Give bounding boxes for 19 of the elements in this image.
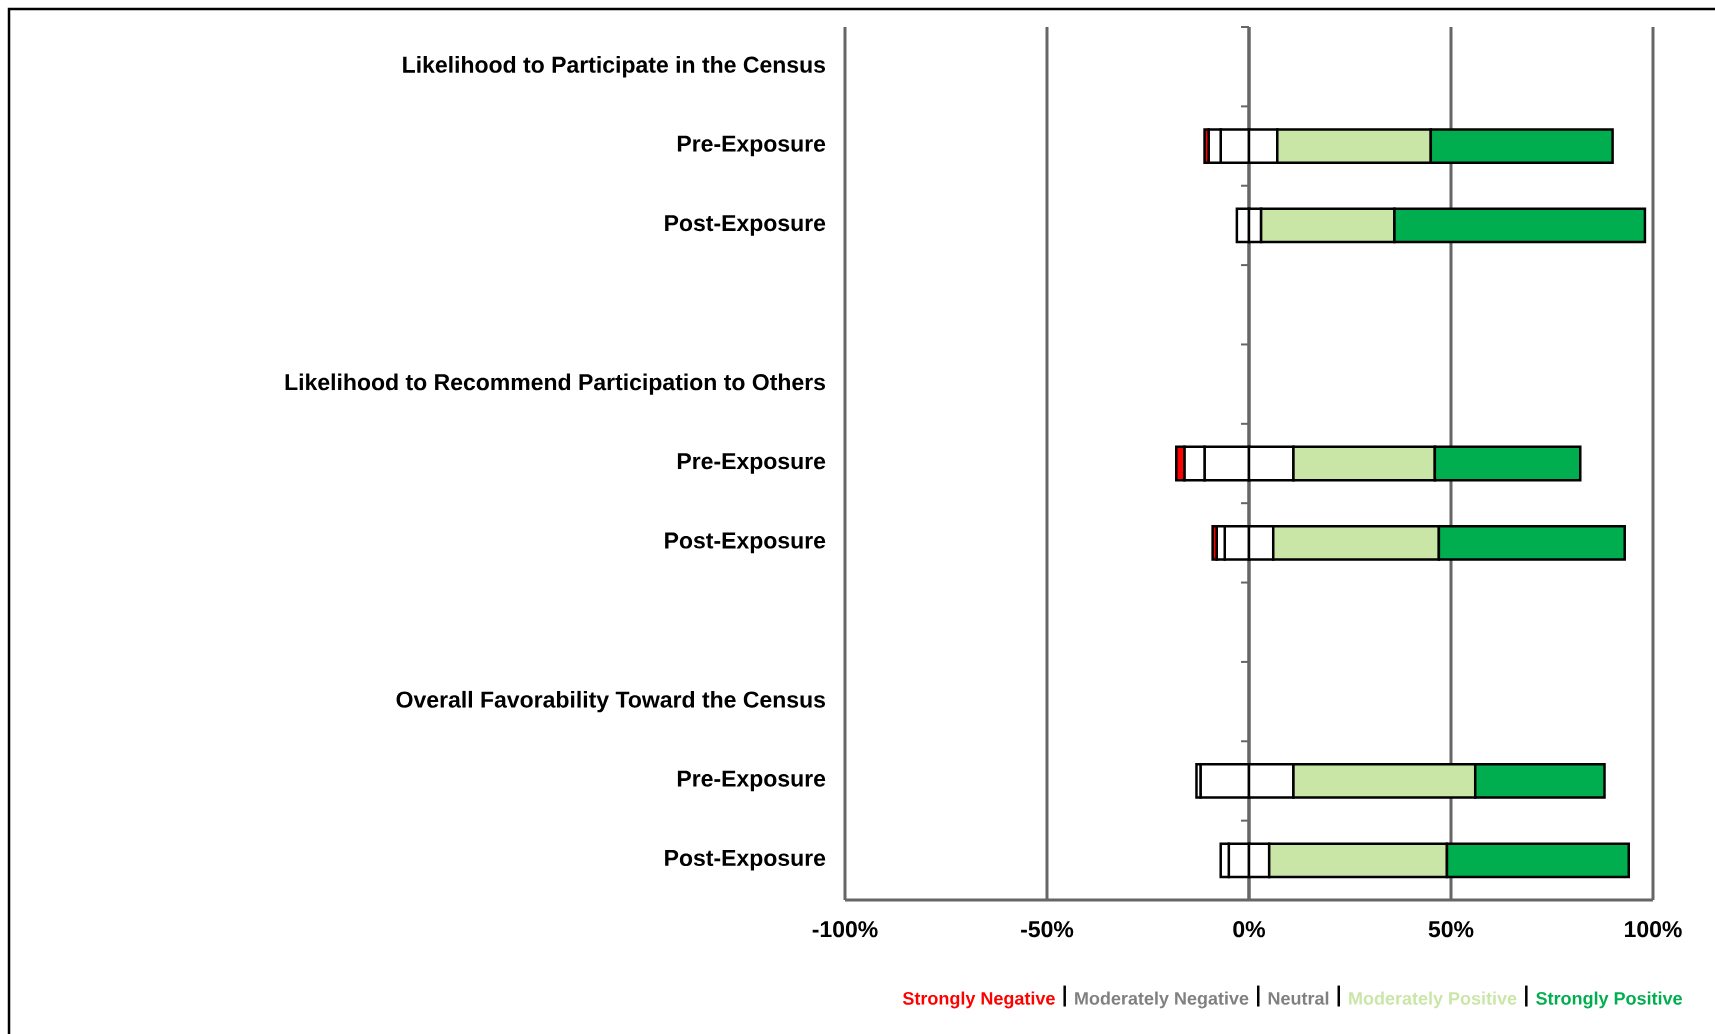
legend-label: Moderately Negative bbox=[1075, 991, 1249, 1009]
y-tick-label: Likelihood to Participate in the Census bbox=[403, 55, 826, 78]
legend-label: Moderately Positive bbox=[1349, 991, 1517, 1009]
y-tick-label: Post-Exposure bbox=[665, 850, 826, 871]
x-tick-label: 0% bbox=[1233, 921, 1265, 938]
legend-label: Strongly Positive bbox=[1536, 991, 1682, 1009]
y-tick-label: Post-Exposure bbox=[665, 215, 826, 236]
x-tick-label: -100% bbox=[812, 921, 878, 938]
text: Strongly Negative bbox=[902, 991, 1055, 1009]
y-tick-label: Post-Exposure bbox=[665, 532, 826, 554]
legend-label: Neutral bbox=[1268, 991, 1329, 1005]
x-tick-label: -50% bbox=[1021, 921, 1074, 938]
x-tick-label: 100% bbox=[1625, 921, 1682, 938]
y-tick-label: Pre-Exposure bbox=[677, 453, 826, 474]
y-tick-label: Likelihood to Recommend Participation to Others bbox=[285, 373, 826, 395]
y-tick-label: Pre-Exposure bbox=[677, 770, 826, 792]
y-tick-label: Pre-Exposure bbox=[677, 135, 826, 157]
y-tick-label: Overall Favorability Toward the Census bbox=[396, 690, 825, 713]
x-tick-label: 50% bbox=[1428, 921, 1474, 938]
